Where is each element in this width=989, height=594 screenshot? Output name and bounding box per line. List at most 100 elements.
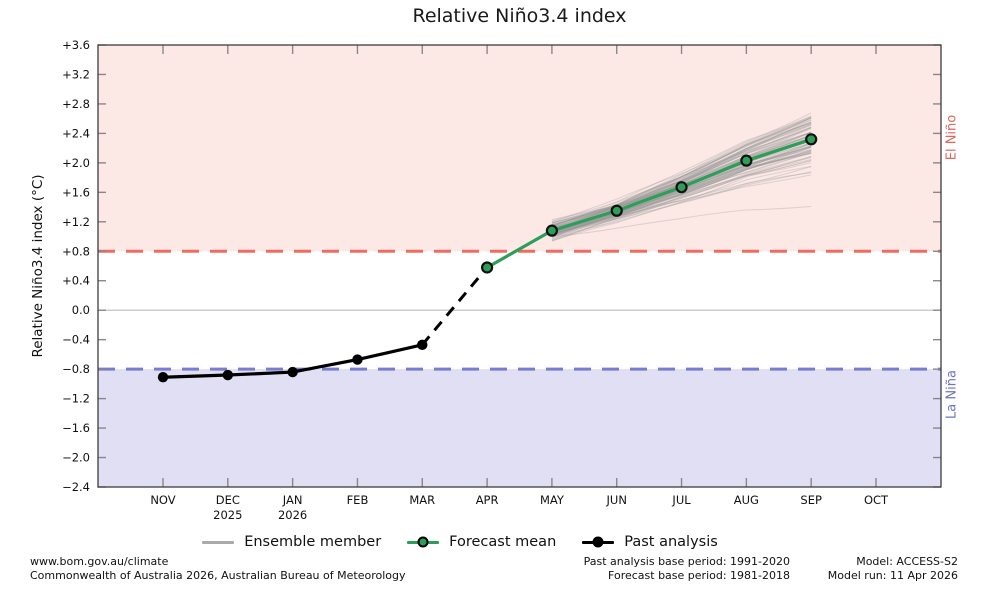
forecast-mean-line [486, 137, 812, 269]
y-axis-ticks: −2.4 −2.0 −1.6 −1.2 −0.8 −0.4 0.0 +0.4 +0.8 +1.2 +… [62, 38, 941, 494]
y-tick-label: +3.2 [62, 67, 90, 81]
year-sublabel: 2025 [213, 508, 242, 522]
ensemble-member-line [551, 147, 812, 236]
year-sublabel: 2026 [278, 508, 307, 522]
y-tick-label: −2.4 [62, 480, 90, 494]
month-label: JAN [282, 493, 303, 507]
ensemble-member-line [551, 165, 812, 233]
ensemble-member-line [551, 172, 812, 231]
legend-label: Forecast mean [449, 534, 557, 550]
past-analysis-point [417, 339, 428, 351]
forecast-mean-point [610, 204, 623, 217]
forecast-mean-point [740, 154, 753, 167]
y-tick-label: −2.0 [62, 451, 90, 465]
y-tick-label: +0.4 [62, 274, 90, 288]
y-tick-label: −0.4 [62, 333, 90, 347]
ensemble-member-line [551, 122, 812, 222]
legend-item-forecast-mean: Forecast mean [407, 534, 556, 550]
month-label: APR [476, 493, 499, 507]
ensemble-member-line [551, 119, 812, 227]
el-nino-band-label: El Niño [944, 114, 960, 161]
past-analysis-point [222, 369, 234, 381]
ensemble-member-line [551, 156, 812, 237]
past-analysis-point [157, 372, 169, 383]
chart-legend: Ensemble member Forecast mean Past analy… [0, 534, 920, 550]
ensemble-member-line [551, 162, 812, 236]
legend-item-past-analysis: Past analysis [582, 534, 718, 550]
month-label: JUL [671, 493, 691, 507]
month-label: AUG [734, 493, 759, 507]
transition-line [421, 266, 489, 346]
model-name: Model: ACCESS-S2 [856, 555, 958, 568]
footer-source: www.bom.gov.au/climate Commonwealth of A… [30, 555, 405, 583]
y-tick-label: +1.2 [62, 215, 90, 229]
ensemble-member-line [551, 171, 812, 238]
y-tick-label: +0.8 [62, 244, 90, 258]
month-label: DEC [216, 493, 240, 507]
ensemble-member-line [551, 117, 812, 227]
y-tick-label: 0.0 [72, 303, 90, 317]
forecast-base-period: Forecast base period: 1981-2018 [608, 569, 790, 582]
source-url: www.bom.gov.au/climate [30, 555, 169, 568]
ensemble-member-line [551, 117, 812, 229]
ensemble-member-line [551, 135, 812, 224]
ensemble-member-line [551, 156, 812, 236]
y-tick-label: −0.8 [62, 362, 90, 376]
ensemble-member-line [551, 158, 812, 232]
month-label: SEP [800, 493, 822, 507]
forecast-mean-point [675, 181, 688, 194]
ensemble-member-line [551, 153, 812, 233]
ensemble-member-line [551, 160, 812, 242]
ensemble-member-line [551, 122, 812, 229]
y-axis-label: Relative Niño3.4 index (°C) [30, 174, 46, 358]
ensemble-member-line [551, 150, 812, 234]
y-tick-label: +1.6 [62, 185, 90, 199]
ensemble-member-line [551, 143, 812, 237]
ensemble-member-line [551, 124, 812, 231]
plot-border [97, 44, 942, 488]
month-label: MAR [409, 493, 435, 507]
y-tick-label: +2.8 [62, 97, 90, 111]
la-nina-band [98, 369, 941, 487]
ensemble-member-line [551, 205, 812, 238]
month-label: OCT [864, 493, 889, 507]
past-analysis-point [287, 366, 298, 378]
forecast-mean-point [805, 133, 818, 146]
legend-label: Ensemble member [244, 534, 382, 550]
past-base-period: Past analysis base period: 1991-2020 [583, 555, 790, 568]
past-analysis-point [352, 354, 363, 365]
chart-title: Relative Niño3.4 index [412, 5, 627, 27]
ensemble-member-line [551, 166, 812, 235]
month-label: FEB [347, 493, 369, 507]
y-tick-label: −1.2 [62, 392, 90, 406]
past-analysis-swatch [582, 535, 615, 549]
ensemble-member-line [551, 131, 812, 226]
ensemble-member-line [551, 159, 812, 238]
footer-model-info: Model: ACCESS-S2 Model run: 11 Apr 2026 [828, 555, 958, 583]
la-nina-band-label: La Niña [944, 370, 960, 419]
forecast-mean-swatch [407, 535, 440, 549]
ensemble-line-swatch [202, 535, 235, 549]
forecast-mean-point [480, 261, 494, 274]
y-tick-label: +2.0 [62, 156, 90, 170]
ensemble-member-line [551, 151, 812, 233]
el-nino-band [98, 45, 941, 252]
y-tick-label: +3.6 [62, 38, 90, 52]
footer-base-periods: Past analysis base period: 1991-2020 For… [584, 555, 790, 583]
x-axis-ticks: NOV DEC JAN FEB MAR APR MAY JUN JUL AUG SEP OCT 2025… [150, 45, 889, 522]
y-tick-label: +2.4 [62, 126, 90, 140]
ensemble-member-line [551, 156, 812, 240]
y-tick-label: −1.6 [62, 421, 90, 435]
ensemble-member-line [551, 112, 812, 232]
copyright-line: Commonwealth of Australia 2026, Australi… [30, 569, 406, 582]
threshold-bands [98, 45, 941, 487]
forecast-mean-point [545, 224, 559, 237]
ensemble-member-line [551, 115, 812, 227]
month-label: JUN [606, 493, 627, 507]
forecast-mean-series [480, 133, 818, 274]
ensemble-member-line [551, 126, 812, 223]
transition-dashed-line [421, 266, 489, 346]
ensemble-member-line [551, 152, 812, 233]
ensemble-member-line [551, 150, 812, 237]
